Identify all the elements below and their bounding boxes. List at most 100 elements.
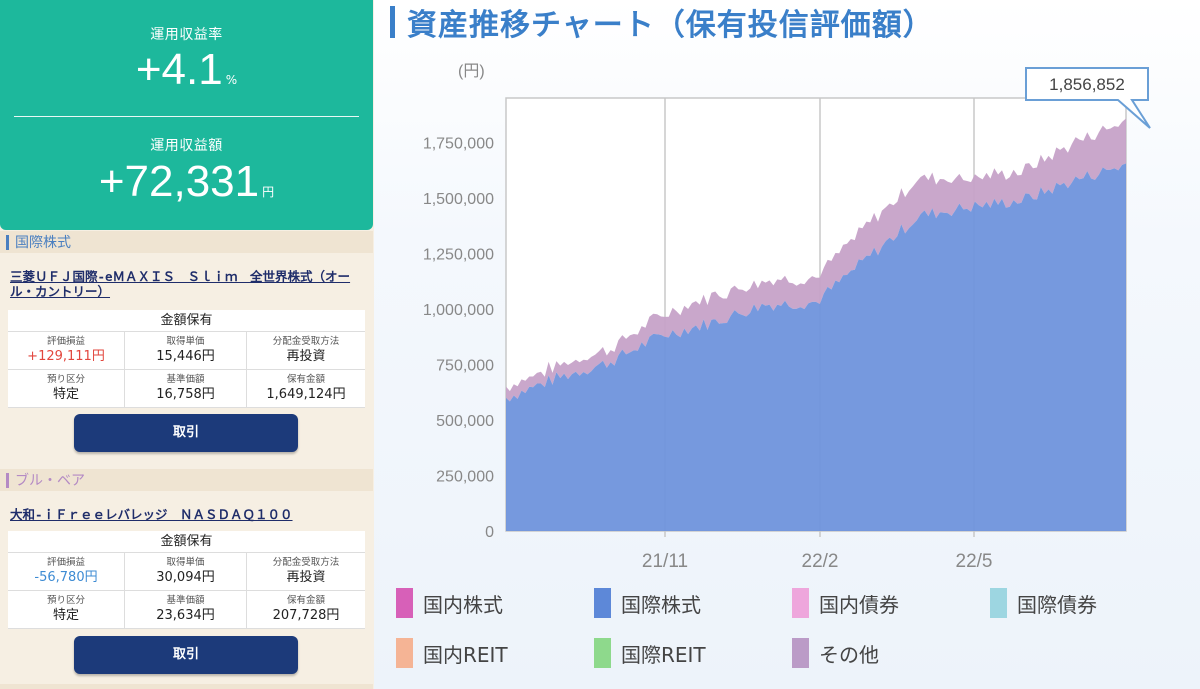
distribution-method-cell: 分配金受取方法再投資 [247,332,365,370]
holding-type: 金額保有 [8,310,365,332]
fund-detail-card: 金額保有 評価損益 +129,111円 取得単価 15,446円 分配金受取方法再投… [8,310,365,408]
legend-label: 国際債券 [1017,592,1097,617]
x-tick-label: 21/11 [642,551,688,572]
y-tick-label: 500,000 [436,413,494,430]
y-tick-label: 0 [485,524,494,541]
cell-value: 1,649,124円 [266,387,346,402]
asset-chart-panel: 資産推移チャート（保有投信評価額） 0 250,000 500,000 750,000… [374,0,1200,689]
legend-label: 国際REIT [621,642,706,667]
cell-value: 特定 [52,608,79,623]
category-marker [6,472,9,488]
value-callout-bubble [1025,67,1151,129]
asset-trend-chart[interactable]: 0 250,000 500,000 750,000 1,000,000 1,250,000… [374,0,1200,689]
distribution-method-cell: 分配金受取方法再投資 [247,553,365,591]
fund-detail-card: 金額保有 評価損益 -56,780円 取得単価 30,094円 分配金受取方法再投資… [8,531,365,629]
acquisition-price-cell: 取得単価 30,094円 [125,553,247,591]
cell-value: 再投資 [286,570,326,585]
cell-label: 分配金受取方法 [272,336,340,347]
y-axis-unit: (円) [458,63,485,80]
cell-value: 207,728円 [272,608,340,623]
legend-item[interactable]: 国内REIT [396,638,508,668]
series-area-other [506,118,1126,402]
y-tick-label: 1,500,000 [423,191,494,208]
summary-divider [14,116,359,117]
cell-label: 預り区分 [46,595,85,606]
performance-summary: 運用収益率 +4.1% 運用収益額 +72,331 円 [0,0,373,230]
cell-value: +129,111円 [27,349,105,364]
cell-label: 基準価額 [166,595,205,606]
fund-list-panel: 運用収益率 +4.1% 運用収益額 +72,331 円 国際株式 三菱ＵＦＪ国際-… [0,0,374,689]
x-tick-label: 22/2 [802,551,839,572]
value-callout-text: 1,856,852 [1049,75,1125,94]
cell-value: -56,780円 [34,570,98,585]
cell-label: 評価損益 [46,557,85,568]
return-amount-value: +72,331 円 [0,158,373,206]
cell-label: 基準価額 [166,374,205,385]
cell-label: 評価損益 [46,336,85,347]
category-title: 国際株式 [15,235,71,251]
account-type-cell: 預り区分 特定 [8,591,125,629]
legend-label: その他 [819,642,879,667]
cell-label: 取得単価 [166,336,205,347]
legend-item[interactable]: その他 [792,638,879,668]
cell-label: 保有金額 [286,374,325,385]
legend-label: 国内株式 [423,592,503,617]
return-rate-value: +4.1% [0,46,373,94]
return-rate-number: +4.1 [135,45,223,94]
x-tick-label: 22/5 [956,551,993,572]
legend-label: 国内債券 [819,592,899,617]
category-header-next [0,684,373,689]
category-title: ブル・ベア [15,473,85,489]
return-rate-unit: % [225,73,238,87]
legend-item[interactable]: 国際株式 [594,588,701,618]
cell-label: 分配金受取方法 [272,557,340,568]
valuation-pl-cell: 評価損益 -56,780円 [8,553,125,591]
return-amount-number: +72,331 [98,157,260,206]
legend-label: 国際株式 [621,592,701,617]
legend-swatch [792,638,809,668]
legend-swatch [792,588,809,618]
y-tick-label: 750,000 [436,357,494,374]
y-tick-label: 1,750,000 [423,135,494,152]
legend-item[interactable]: 国内株式 [396,588,503,618]
cell-label: 取得単価 [166,557,205,568]
legend-item[interactable]: 国内債券 [792,588,899,618]
legend-item[interactable]: 国際REIT [594,638,706,668]
legend-item[interactable]: 国際債券 [990,588,1097,618]
cell-value: 23,634円 [156,608,215,623]
nav-price-cell: 基準価額 23,634円 [125,591,247,629]
title-marker [390,6,395,38]
series-area-intl-stocks [506,163,1126,531]
cell-value: 再投資 [286,349,326,364]
legend-swatch [594,588,611,618]
holding-type: 金額保有 [8,531,365,553]
chart-title: 資産推移チャート（保有投信評価額） [390,2,934,43]
y-tick-label: 250,000 [436,468,494,485]
return-amount-unit: 円 [262,185,275,199]
cell-value: 16,758円 [156,387,215,402]
category-header-intl-stocks: 国際株式 [0,231,373,253]
legend-swatch [594,638,611,668]
category-header-bull-bear: ブル・ベア [0,469,373,491]
y-tick-label: 1,000,000 [423,302,494,319]
fund-name-link[interactable]: 大和-ｉＦｒｅｅレバレッジ ＮＡＳＤＡＱ１００ [10,507,293,522]
fund-detail-grid: 評価損益 -56,780円 取得単価 30,094円 分配金受取方法再投資 預り区分… [8,553,365,629]
legend-swatch [990,588,1007,618]
chart-title-text: 資産推移チャート（保有投信評価額） [407,8,934,43]
fund-detail-grid: 評価損益 +129,111円 取得単価 15,446円 分配金受取方法再投資 預り区… [8,332,365,408]
cell-value: 30,094円 [156,570,215,585]
acquisition-price-cell: 取得単価 15,446円 [125,332,247,370]
trade-button[interactable]: 取引 [74,636,298,674]
trade-button[interactable]: 取引 [74,414,298,452]
cell-label: 保有金額 [286,595,325,606]
cell-label: 預り区分 [46,374,85,385]
return-amount-label: 運用収益額 [150,138,223,154]
legend-swatch [396,588,413,618]
return-rate-label: 運用収益率 [150,27,223,43]
cell-value: 15,446円 [156,349,215,364]
category-marker [6,234,9,250]
legend-swatch [396,638,413,668]
fund-name-link[interactable]: 三菱ＵＦＪ国際-eＭＡＸＩＳ Ｓｌｉｍ 全世界株式（オール・カントリー） [10,269,351,299]
valuation-pl-cell: 評価損益 +129,111円 [8,332,125,370]
holding-amount-cell: 保有金額 207,728円 [247,591,365,629]
